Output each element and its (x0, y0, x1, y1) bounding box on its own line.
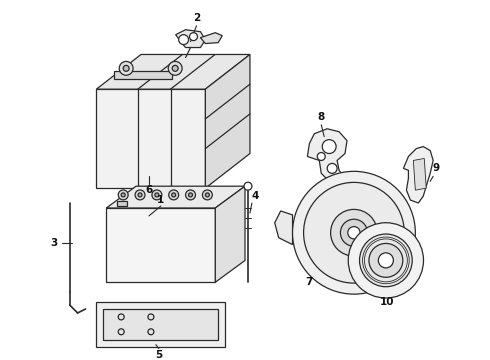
Circle shape (123, 66, 129, 71)
Polygon shape (97, 302, 225, 347)
Text: 10: 10 (379, 297, 394, 307)
Polygon shape (307, 129, 347, 183)
Circle shape (148, 314, 154, 320)
Circle shape (322, 140, 336, 153)
Circle shape (169, 190, 179, 200)
Circle shape (205, 193, 209, 197)
Circle shape (172, 66, 178, 71)
Circle shape (202, 190, 212, 200)
Circle shape (304, 183, 404, 283)
Polygon shape (106, 208, 215, 282)
Circle shape (331, 210, 377, 256)
Circle shape (152, 190, 162, 200)
Text: 1: 1 (157, 195, 165, 205)
Circle shape (155, 193, 159, 197)
Circle shape (119, 62, 133, 75)
Circle shape (186, 190, 196, 200)
Circle shape (378, 253, 393, 268)
Circle shape (138, 193, 142, 197)
Polygon shape (114, 71, 172, 79)
Polygon shape (215, 186, 245, 282)
Circle shape (118, 314, 124, 320)
Circle shape (168, 62, 182, 75)
Circle shape (118, 329, 124, 335)
Polygon shape (414, 158, 426, 190)
Circle shape (327, 163, 337, 173)
Polygon shape (205, 54, 250, 188)
Circle shape (190, 33, 197, 41)
Polygon shape (275, 211, 293, 245)
Polygon shape (403, 147, 433, 203)
Text: 6: 6 (146, 185, 152, 195)
Circle shape (172, 193, 176, 197)
Polygon shape (103, 309, 218, 340)
Circle shape (148, 329, 154, 335)
Circle shape (348, 226, 360, 239)
Circle shape (341, 219, 368, 246)
Circle shape (293, 171, 416, 294)
Text: 4: 4 (251, 191, 259, 201)
Text: 2: 2 (193, 13, 200, 23)
Circle shape (179, 35, 189, 45)
Text: 8: 8 (318, 112, 325, 122)
Circle shape (118, 190, 128, 200)
Circle shape (189, 193, 193, 197)
Polygon shape (117, 202, 127, 206)
Text: 9: 9 (433, 163, 440, 174)
Circle shape (135, 190, 145, 200)
Circle shape (369, 243, 403, 277)
Circle shape (244, 182, 252, 190)
Text: 3: 3 (50, 238, 57, 248)
Circle shape (121, 193, 125, 197)
Circle shape (348, 223, 423, 298)
Polygon shape (200, 33, 222, 44)
Circle shape (360, 234, 412, 287)
Polygon shape (97, 89, 205, 188)
Circle shape (318, 153, 325, 161)
Text: 7: 7 (306, 277, 313, 287)
Polygon shape (176, 30, 205, 48)
Polygon shape (106, 186, 245, 208)
Text: 5: 5 (155, 350, 163, 360)
Polygon shape (97, 54, 250, 89)
